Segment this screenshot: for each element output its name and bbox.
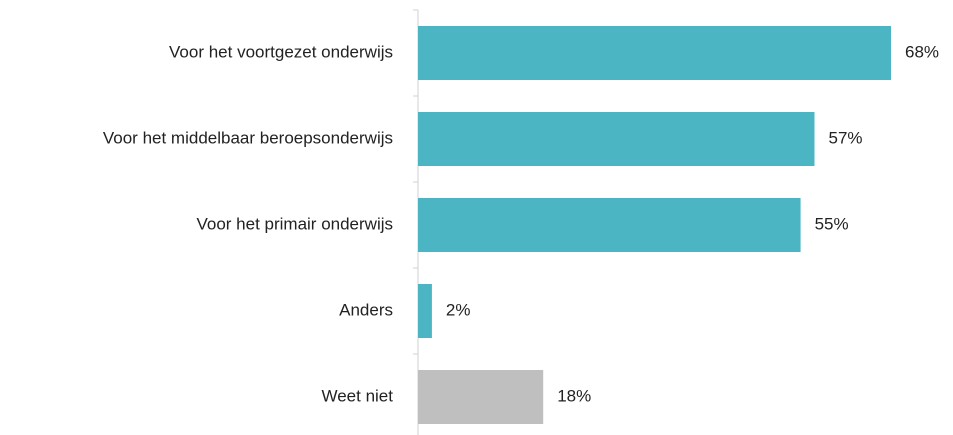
- category-label: Voor het middelbaar beroepsonderwijs: [103, 128, 393, 147]
- category-label: Voor het voortgezet onderwijs: [169, 42, 393, 61]
- bar: [418, 112, 815, 166]
- value-label: 2%: [446, 300, 471, 319]
- bar: [418, 284, 432, 338]
- category-label: Voor het primair onderwijs: [196, 214, 393, 233]
- bar: [418, 370, 544, 424]
- bar: [418, 198, 801, 252]
- category-label: Weet niet: [321, 386, 393, 405]
- category-label: Anders: [339, 300, 393, 319]
- value-label: 57%: [828, 128, 862, 147]
- value-label: 68%: [905, 42, 939, 61]
- value-label: 18%: [557, 386, 591, 405]
- bar: [418, 26, 891, 80]
- value-label: 55%: [815, 214, 849, 233]
